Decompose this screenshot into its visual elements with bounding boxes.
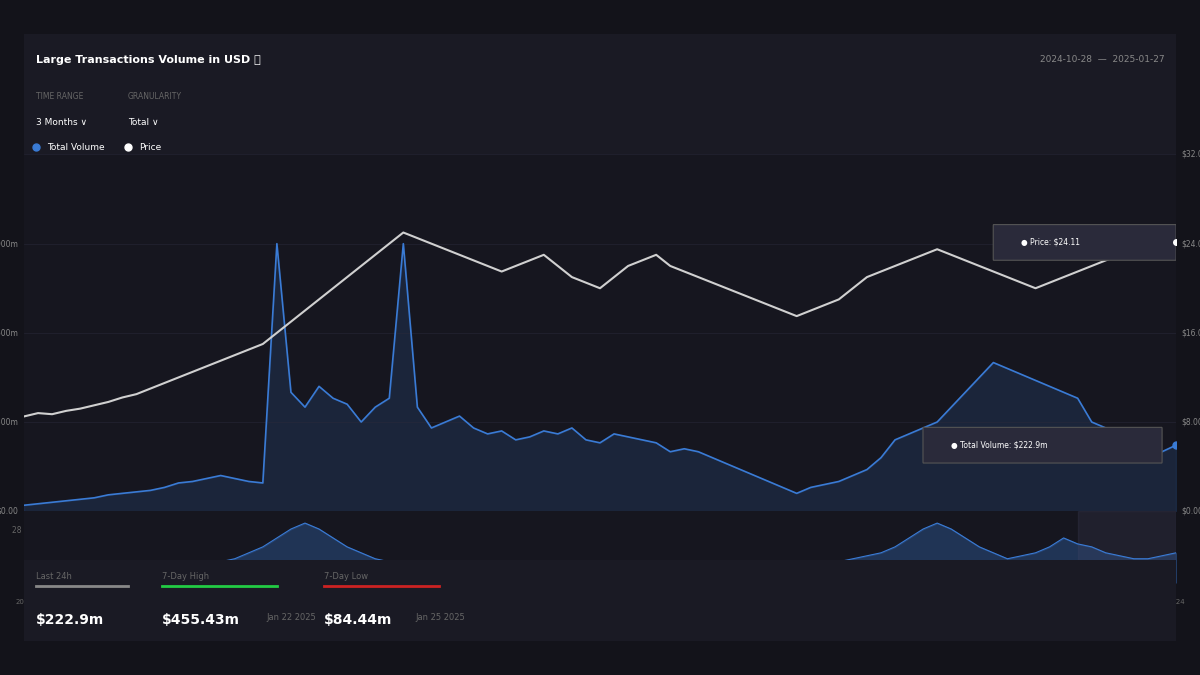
Text: $16.00: $16.00 (1182, 328, 1200, 338)
Text: Total Volume: Total Volume (47, 142, 104, 152)
Text: ● Total Volume: $222.9m: ● Total Volume: $222.9m (952, 441, 1048, 450)
Text: 2022: 2022 (784, 599, 800, 605)
Text: 23 Dec: 23 Dec (720, 526, 746, 535)
Text: 13 Jan: 13 Jan (986, 526, 1010, 535)
Text: $900m: $900m (0, 239, 18, 248)
Text: Jan 22 2025: Jan 22 2025 (266, 613, 316, 622)
Text: GRANULARITY: GRANULARITY (127, 92, 181, 101)
Text: 20 Jan: 20 Jan (1075, 526, 1099, 535)
Text: 11 Nov: 11 Nov (188, 526, 215, 535)
Text: Large Transactions Volume in USD ⓘ: Large Transactions Volume in USD ⓘ (36, 55, 260, 65)
Text: TIME RANGE: TIME RANGE (36, 92, 83, 101)
Text: $32.00: $32.00 (1182, 150, 1200, 159)
Text: 18 Nov: 18 Nov (276, 526, 304, 535)
FancyBboxPatch shape (923, 427, 1162, 463)
Text: $0.00: $0.00 (0, 507, 18, 516)
Text: 2021: 2021 (592, 599, 608, 605)
Text: 25 Nov: 25 Nov (365, 526, 392, 535)
Text: 28 Oct: 28 Oct (12, 526, 36, 535)
Text: Price: Price (139, 142, 162, 152)
Text: 4 Nov: 4 Nov (102, 526, 124, 535)
Text: 2018: 2018 (16, 599, 32, 605)
Text: 2019: 2019 (208, 599, 224, 605)
Text: $222.9m: $222.9m (36, 613, 103, 627)
Bar (1078, 511, 1176, 583)
FancyBboxPatch shape (994, 225, 1176, 261)
Text: 7-Day Low: 7-Day Low (324, 572, 367, 581)
Text: 3 Months ∨: 3 Months ∨ (36, 118, 86, 128)
Text: $8.00: $8.00 (1182, 418, 1200, 427)
Text: $0.00: $0.00 (1182, 507, 1200, 516)
Text: $300m: $300m (0, 418, 18, 427)
Text: 16 Dec: 16 Dec (631, 526, 658, 535)
Text: 2 Dec: 2 Dec (456, 526, 478, 535)
Text: 30 Dec: 30 Dec (808, 526, 835, 535)
Text: 2024: 2024 (1168, 599, 1184, 605)
Text: Last 24h: Last 24h (36, 572, 71, 581)
Text: ● Price: $24.11: ● Price: $24.11 (1021, 238, 1080, 247)
Text: 2023: 2023 (976, 599, 992, 605)
Text: 6 Jan: 6 Jan (900, 526, 919, 535)
Text: Total ∨: Total ∨ (127, 118, 158, 128)
Text: 7-Day High: 7-Day High (162, 572, 209, 581)
Text: 2020: 2020 (400, 599, 416, 605)
Text: 9 Dec: 9 Dec (545, 526, 566, 535)
Text: $84.44m: $84.44m (324, 613, 392, 627)
Text: $455.43m: $455.43m (162, 613, 240, 627)
Text: $24.00: $24.00 (1182, 239, 1200, 248)
Text: $600m: $600m (0, 328, 18, 338)
Text: Jan 25 2025: Jan 25 2025 (415, 613, 466, 622)
Text: 2024-10-28  —  2025-01-27: 2024-10-28 — 2025-01-27 (1040, 55, 1164, 65)
Text: Monday, 27 Jan 2025: Monday, 27 Jan 2025 (1084, 543, 1164, 552)
